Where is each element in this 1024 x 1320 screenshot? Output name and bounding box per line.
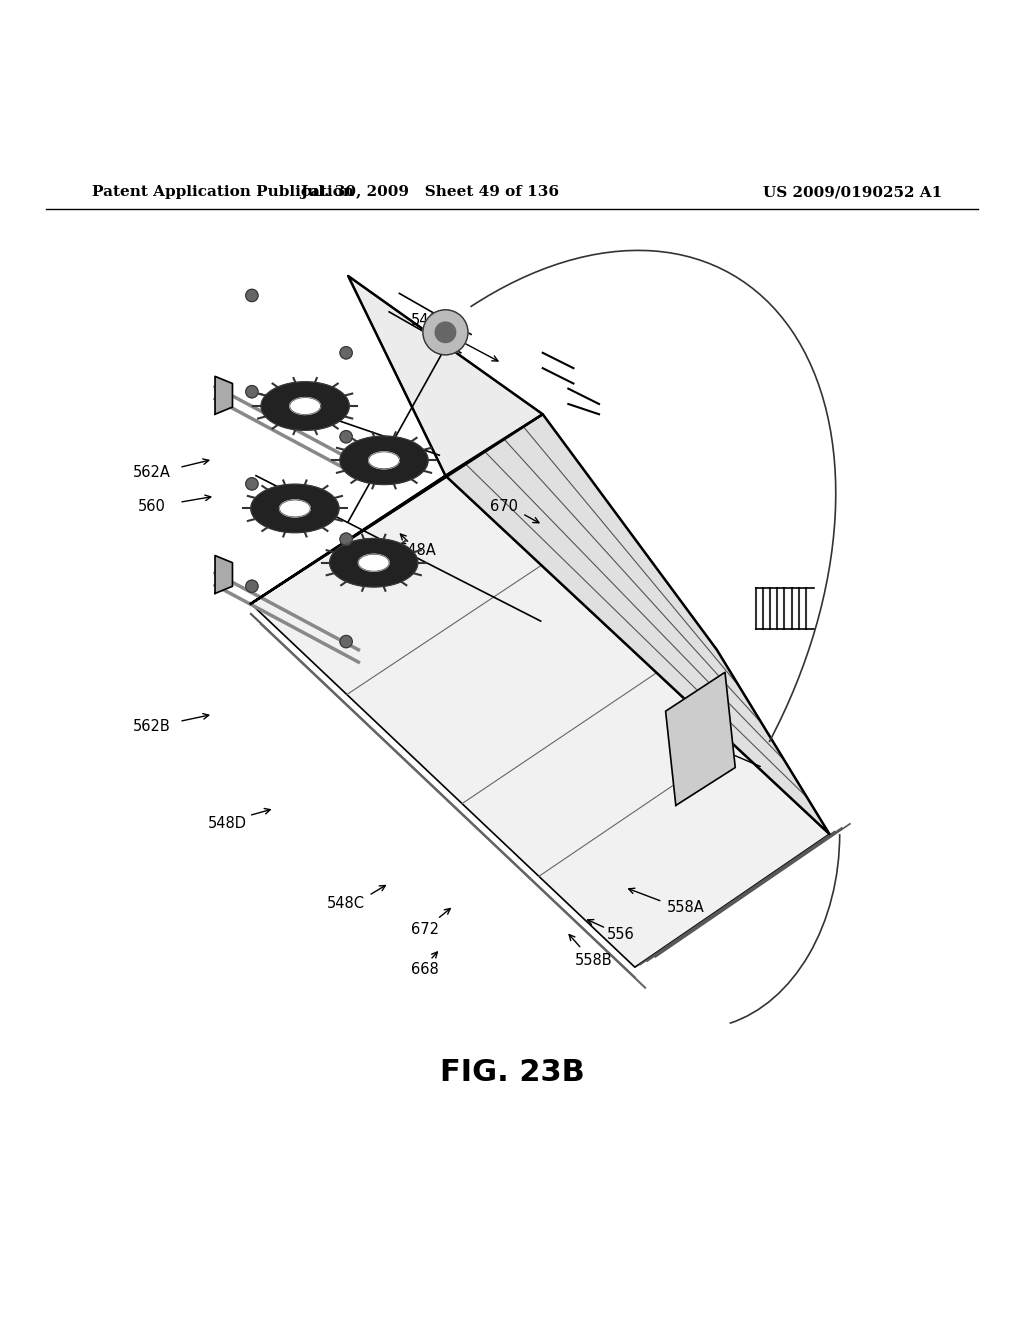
Polygon shape bbox=[340, 436, 428, 484]
Polygon shape bbox=[215, 556, 232, 594]
Polygon shape bbox=[369, 451, 399, 469]
Text: 556: 556 bbox=[606, 927, 635, 942]
Polygon shape bbox=[445, 414, 829, 834]
Text: Patent Application Publication: Patent Application Publication bbox=[92, 185, 354, 199]
Text: 548A: 548A bbox=[399, 543, 436, 558]
Circle shape bbox=[246, 385, 258, 397]
Circle shape bbox=[246, 289, 258, 301]
Text: 548C: 548C bbox=[327, 896, 366, 911]
Circle shape bbox=[340, 635, 352, 648]
Text: US 2009/0190252 A1: US 2009/0190252 A1 bbox=[763, 185, 942, 199]
Text: 672: 672 bbox=[411, 921, 439, 937]
Circle shape bbox=[423, 310, 468, 355]
Circle shape bbox=[435, 322, 456, 343]
Circle shape bbox=[340, 347, 352, 359]
Polygon shape bbox=[251, 475, 829, 968]
Text: 548D: 548D bbox=[208, 816, 247, 832]
Text: 540: 540 bbox=[411, 313, 439, 327]
Text: 562A: 562A bbox=[133, 465, 170, 480]
Polygon shape bbox=[330, 539, 418, 587]
Text: 668: 668 bbox=[411, 962, 439, 977]
Text: 558A: 558A bbox=[668, 900, 705, 915]
Circle shape bbox=[246, 478, 258, 490]
Polygon shape bbox=[666, 672, 735, 805]
Polygon shape bbox=[290, 397, 321, 414]
Circle shape bbox=[340, 430, 352, 444]
Polygon shape bbox=[261, 381, 349, 430]
Text: 558B: 558B bbox=[575, 953, 612, 968]
Polygon shape bbox=[251, 484, 339, 533]
Circle shape bbox=[246, 579, 258, 593]
Polygon shape bbox=[280, 500, 310, 517]
Text: 548B: 548B bbox=[264, 395, 301, 409]
Polygon shape bbox=[358, 554, 389, 572]
Text: Jul. 30, 2009   Sheet 49 of 136: Jul. 30, 2009 Sheet 49 of 136 bbox=[301, 185, 559, 199]
Text: FIG. 23B: FIG. 23B bbox=[439, 1059, 585, 1088]
Text: 670: 670 bbox=[489, 499, 518, 513]
Text: 562B: 562B bbox=[133, 719, 170, 734]
Polygon shape bbox=[251, 276, 543, 603]
Circle shape bbox=[340, 533, 352, 545]
Text: 560: 560 bbox=[137, 499, 166, 513]
Polygon shape bbox=[445, 414, 829, 834]
Polygon shape bbox=[215, 376, 232, 414]
